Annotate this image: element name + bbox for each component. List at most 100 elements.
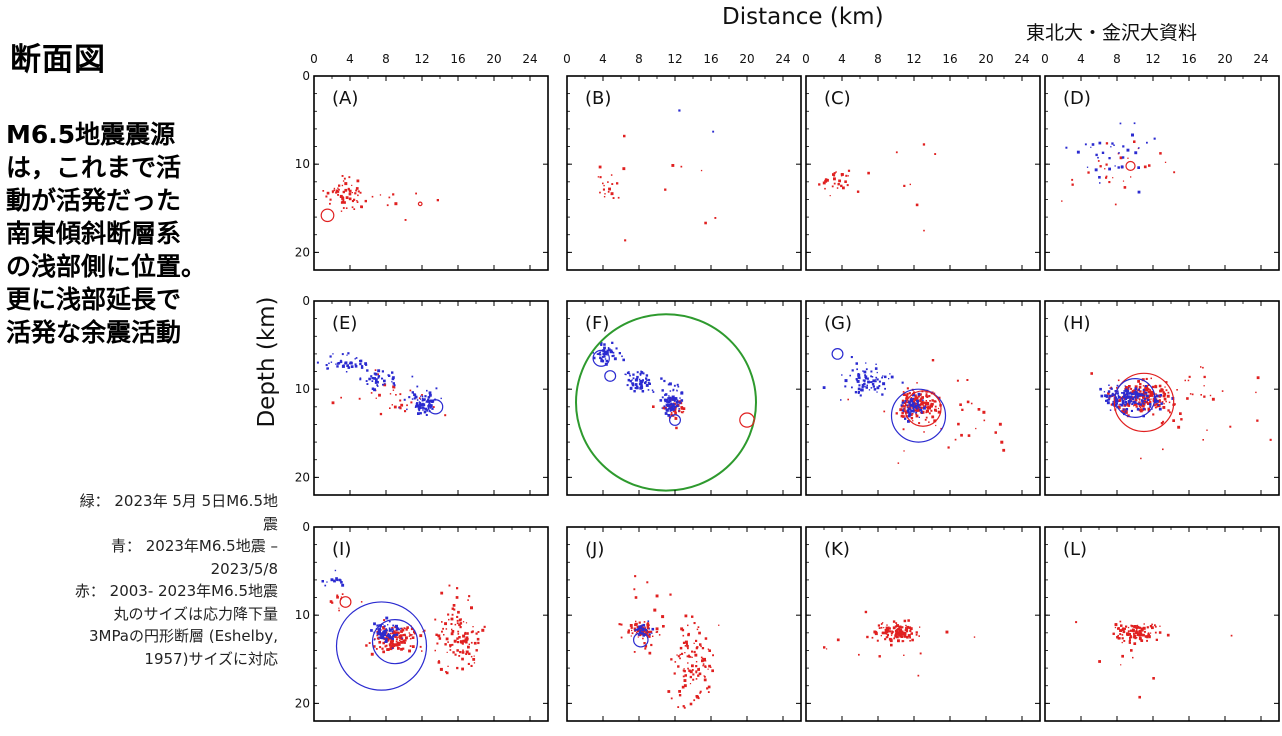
hypocenter-point bbox=[341, 583, 345, 587]
hypocenter-point bbox=[377, 375, 381, 378]
hypocenter-point bbox=[890, 375, 894, 379]
y-tick-label: 20 bbox=[295, 245, 310, 259]
hypocenter-point bbox=[840, 399, 842, 401]
hypocenter-point bbox=[639, 386, 643, 390]
hypocenter-point bbox=[915, 411, 918, 414]
hypocenter-point bbox=[866, 635, 869, 639]
hypocenter-point bbox=[916, 402, 919, 405]
hypocenter-point bbox=[477, 641, 480, 645]
hypocenter-point bbox=[337, 187, 339, 189]
hypocenter-point bbox=[1135, 393, 1138, 396]
hypocenter-point bbox=[894, 629, 898, 633]
hypocenter-point bbox=[883, 410, 886, 413]
hypocenter-point bbox=[855, 378, 858, 381]
description-line: の浅部側に位置。 bbox=[6, 252, 207, 281]
hypocenter-point bbox=[673, 672, 676, 675]
hypocenter-point bbox=[901, 381, 904, 384]
hypocenter-point bbox=[1109, 387, 1112, 390]
hypocenter-point bbox=[391, 630, 394, 633]
hypocenter-point bbox=[708, 649, 711, 652]
hypocenter-point bbox=[1146, 396, 1149, 400]
hypocenter-point bbox=[421, 650, 423, 652]
hypocenter-point bbox=[451, 613, 454, 616]
hypocenter-point bbox=[894, 625, 897, 628]
panel-plot-area bbox=[1061, 122, 1176, 206]
hypocenter-point bbox=[331, 190, 335, 193]
hypocenter-point bbox=[448, 618, 450, 621]
hypocenter-point bbox=[1134, 393, 1136, 395]
hypocenter-point bbox=[639, 372, 642, 375]
hypocenter-point bbox=[416, 404, 420, 408]
hypocenter-point bbox=[361, 365, 364, 368]
hypocenter-point bbox=[1155, 394, 1159, 398]
hypocenter-point bbox=[678, 410, 680, 412]
hypocenter-point bbox=[858, 384, 861, 387]
hypocenter-point bbox=[364, 362, 367, 365]
panel-plot-area bbox=[320, 175, 439, 223]
hypocenter-point bbox=[702, 664, 704, 667]
hypocenter-point bbox=[1148, 403, 1152, 406]
hypocenter-point bbox=[1141, 408, 1144, 411]
hypocenter-point bbox=[880, 635, 882, 637]
hypocenter-point bbox=[418, 409, 421, 412]
x-tick-label: 24 bbox=[1014, 52, 1029, 66]
hypocenter-point bbox=[348, 192, 352, 196]
hypocenter-point bbox=[640, 633, 643, 635]
hypocenter-point bbox=[667, 410, 669, 412]
hypocenter-point bbox=[618, 352, 621, 355]
hypocenter-point bbox=[1134, 625, 1137, 628]
hypocenter-point bbox=[881, 393, 884, 396]
hypocenter-point bbox=[906, 406, 909, 409]
hypocenter-point bbox=[642, 623, 646, 627]
hypocenter-point bbox=[411, 375, 414, 378]
hypocenter-point bbox=[650, 643, 653, 647]
hypocenter-point bbox=[1200, 366, 1202, 368]
hypocenter-point bbox=[598, 354, 601, 356]
hypocenter-point bbox=[392, 376, 395, 379]
hypocenter-point bbox=[873, 630, 877, 634]
hypocenter-point bbox=[330, 578, 334, 582]
hypocenter-point bbox=[689, 683, 692, 685]
hypocenter-point bbox=[622, 358, 625, 362]
hypocenter-point bbox=[388, 621, 391, 623]
hypocenter-point bbox=[1126, 632, 1129, 636]
hypocenter-point bbox=[344, 182, 348, 186]
hypocenter-point bbox=[1142, 403, 1145, 405]
hypocenter-point bbox=[1152, 413, 1155, 416]
legend-line: 2023/5/8 bbox=[210, 559, 278, 578]
hypocenter-point bbox=[983, 419, 986, 422]
hypocenter-point bbox=[1167, 391, 1170, 394]
hypocenter-point bbox=[465, 622, 468, 624]
hypocenter-point bbox=[689, 675, 692, 679]
hypocenter-point bbox=[1146, 394, 1149, 398]
hypocenter-point bbox=[1125, 402, 1129, 406]
hypocenter-point bbox=[452, 651, 455, 654]
hypocenter-point bbox=[359, 377, 362, 379]
hypocenter-point bbox=[608, 187, 611, 191]
hypocenter-point bbox=[1143, 623, 1145, 625]
hypocenter-point bbox=[698, 672, 701, 675]
hypocenter-point bbox=[863, 370, 867, 374]
hypocenter-point bbox=[1118, 404, 1120, 406]
hypocenter-point bbox=[612, 197, 615, 199]
hypocenter-point bbox=[1100, 394, 1104, 398]
hypocenter-point bbox=[1138, 398, 1141, 401]
hypocenter-point bbox=[477, 631, 480, 633]
x-tick-label: 20 bbox=[1217, 52, 1232, 66]
hypocenter-point bbox=[920, 401, 923, 404]
hypocenter-point bbox=[634, 575, 637, 578]
hypocenter-point bbox=[1110, 403, 1113, 406]
hypocenter-point bbox=[1269, 438, 1272, 441]
hypocenter-point bbox=[824, 187, 826, 190]
hypocenter-point bbox=[1090, 372, 1093, 375]
hypocenter-point bbox=[864, 375, 868, 379]
hypocenter-point bbox=[1133, 642, 1137, 645]
hypocenter-point bbox=[915, 405, 918, 408]
hypocenter-point bbox=[1229, 425, 1232, 428]
hypocenter-point bbox=[714, 217, 717, 219]
hypocenter-point bbox=[399, 393, 402, 396]
hypocenter-point bbox=[357, 190, 360, 193]
hypocenter-point bbox=[1135, 405, 1138, 408]
hypocenter-point bbox=[1119, 620, 1122, 623]
hypocenter-point bbox=[341, 593, 344, 595]
